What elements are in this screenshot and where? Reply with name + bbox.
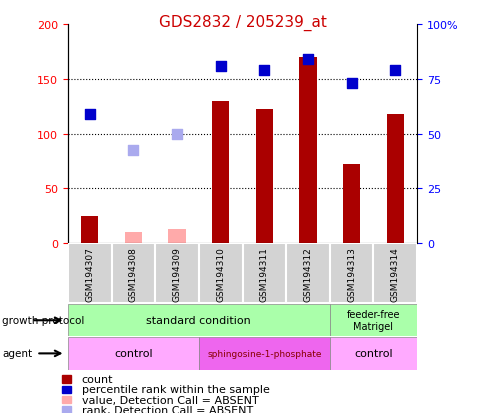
Text: growth protocol: growth protocol <box>2 316 85 325</box>
Point <box>129 147 137 154</box>
Bar <box>329 304 416 337</box>
Text: GDS2832 / 205239_at: GDS2832 / 205239_at <box>158 14 326 31</box>
Bar <box>68 337 198 370</box>
Point <box>86 111 93 118</box>
Point <box>173 131 181 138</box>
Text: control: control <box>114 349 152 358</box>
Bar <box>342 165 360 244</box>
Text: sphingosine-1-phosphate: sphingosine-1-phosphate <box>207 349 321 358</box>
Point <box>216 63 224 70</box>
Bar <box>168 230 185 244</box>
Bar <box>61 375 71 383</box>
Bar <box>61 386 71 393</box>
Bar <box>124 233 142 244</box>
Text: GSM194307: GSM194307 <box>85 246 94 301</box>
Text: GSM194308: GSM194308 <box>129 246 137 301</box>
Bar <box>155 244 198 304</box>
Bar <box>329 337 416 370</box>
Bar <box>255 110 272 244</box>
Text: GSM194309: GSM194309 <box>172 246 181 301</box>
Bar <box>373 244 416 304</box>
Bar <box>61 396 71 404</box>
Text: agent: agent <box>2 349 32 358</box>
Text: GSM194310: GSM194310 <box>216 246 225 301</box>
Point <box>260 67 268 74</box>
Text: rank, Detection Call = ABSENT: rank, Detection Call = ABSENT <box>81 405 252 413</box>
Text: GSM194313: GSM194313 <box>347 246 355 301</box>
Bar <box>286 244 329 304</box>
Text: GSM194312: GSM194312 <box>303 246 312 301</box>
Bar <box>61 406 71 413</box>
Text: control: control <box>353 349 392 358</box>
Bar <box>329 244 373 304</box>
Point <box>347 81 355 87</box>
Bar <box>242 244 286 304</box>
Point <box>303 57 311 63</box>
Bar <box>111 244 155 304</box>
Text: percentile rank within the sample: percentile rank within the sample <box>81 385 269 394</box>
Bar <box>68 244 111 304</box>
Bar <box>198 337 329 370</box>
Bar <box>212 102 229 244</box>
Text: count: count <box>81 374 113 384</box>
Text: value, Detection Call = ABSENT: value, Detection Call = ABSENT <box>81 395 258 405</box>
Point <box>391 67 398 74</box>
Text: GSM194314: GSM194314 <box>390 246 399 301</box>
Text: standard condition: standard condition <box>146 316 251 325</box>
Bar <box>68 304 329 337</box>
Bar <box>198 244 242 304</box>
Text: GSM194311: GSM194311 <box>259 246 268 301</box>
Text: feeder-free
Matrigel: feeder-free Matrigel <box>346 310 399 331</box>
Bar <box>386 114 403 244</box>
Bar <box>299 57 316 244</box>
Bar <box>81 216 98 244</box>
